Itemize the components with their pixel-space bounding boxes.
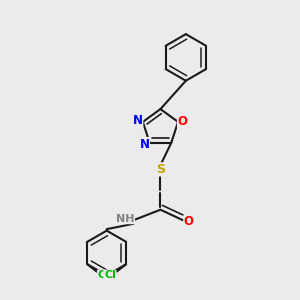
- Text: O: O: [178, 116, 188, 128]
- Text: S: S: [156, 163, 165, 176]
- Text: NH: NH: [116, 214, 134, 224]
- Text: Cl: Cl: [98, 270, 110, 280]
- Text: N: N: [133, 114, 143, 127]
- Text: Cl: Cl: [104, 270, 116, 280]
- Text: N: N: [140, 138, 149, 151]
- Text: O: O: [184, 215, 194, 228]
